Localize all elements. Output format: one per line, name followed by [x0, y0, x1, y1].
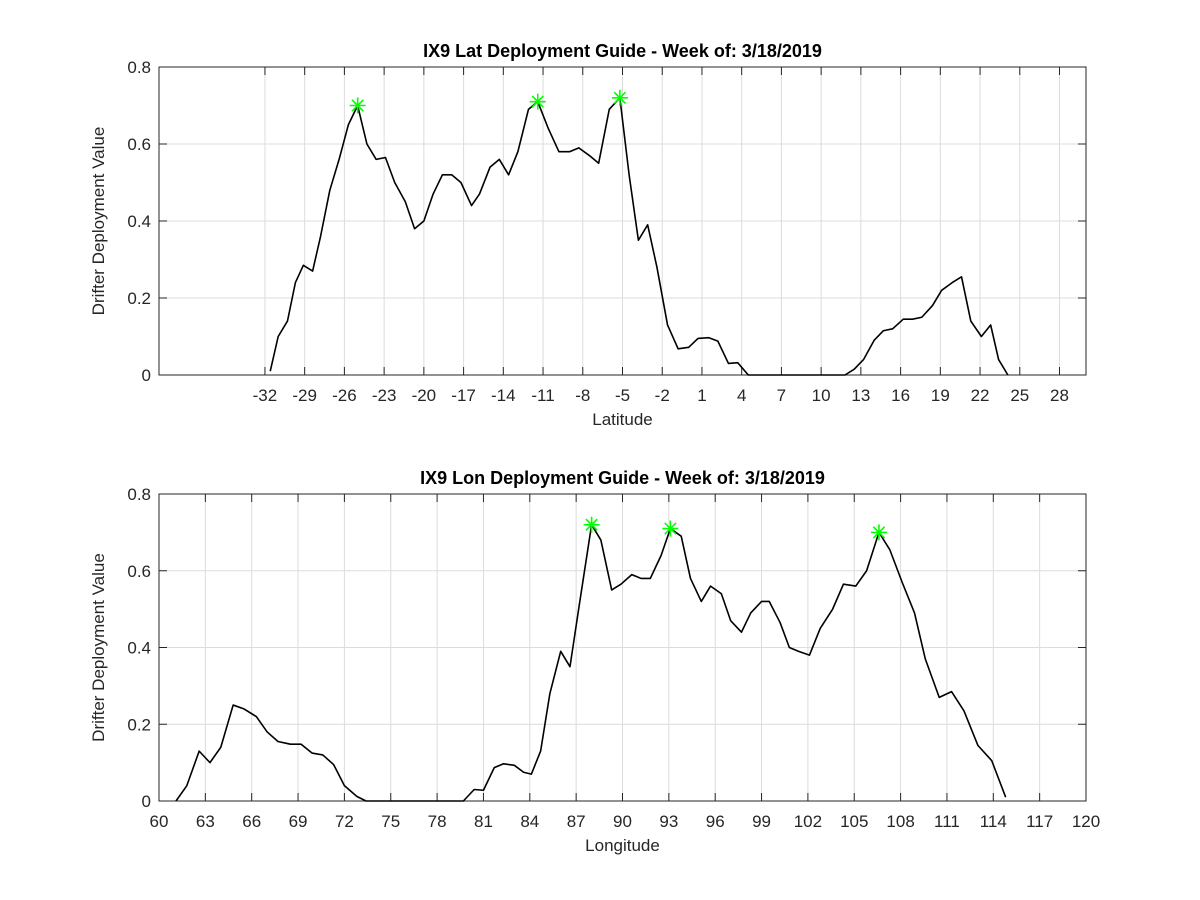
- x-tick-label: 28: [1050, 386, 1069, 405]
- peak-marker: [529, 93, 546, 110]
- x-tick-label: -5: [615, 386, 630, 405]
- axes-box: [158, 66, 1087, 376]
- x-tick-label: -8: [575, 386, 590, 405]
- x-tick-label: 90: [613, 812, 632, 831]
- x-tick-label: -29: [292, 386, 317, 405]
- axes: 60 63 66 69 72 75 78 81 84 87 90 93 96 99 102 105 108 111…: [89, 468, 1100, 855]
- x-tick-label: 10: [812, 386, 831, 405]
- marker-stroke: [664, 522, 677, 535]
- x-tick-label: 99: [752, 812, 771, 831]
- x-tick-label: 111: [934, 812, 960, 831]
- chart-title: IX9 Lon Deployment Guide - Week of: 3/18…: [420, 468, 825, 488]
- x-tick-label: -17: [451, 386, 476, 405]
- y-tick-label: 0.8: [127, 485, 151, 504]
- axes: -32 -29 -26 -23 -20 -17 -14 -11 -8 -5 -2 1 4 7 10 13 16 1…: [89, 41, 1087, 429]
- x-axis-label: Longitude: [585, 836, 660, 855]
- x-tick-label: 1: [697, 386, 706, 405]
- x-tick-label: 105: [840, 812, 868, 831]
- marker-stroke: [613, 91, 627, 105]
- axes-box: [158, 493, 1087, 802]
- peak-marker: [611, 89, 628, 106]
- x-tick-label: -11: [531, 386, 554, 405]
- x-tick-label: 25: [1010, 386, 1029, 405]
- y-tick-label: 0.2: [127, 289, 151, 308]
- x-tick-label: -20: [412, 386, 437, 405]
- y-tick-label: 0.6: [127, 135, 151, 154]
- x-tick-label: 87: [567, 812, 586, 831]
- peak-marker: [583, 516, 600, 533]
- peak-marker: [349, 97, 366, 114]
- x-tick-label: 4: [737, 386, 746, 405]
- marker-stroke: [872, 526, 886, 539]
- marker-stroke: [351, 99, 364, 112]
- peak-marker: [870, 524, 887, 541]
- chart-title: IX9 Lat Deployment Guide - Week of: 3/18…: [423, 41, 822, 61]
- peak-marker: [662, 520, 679, 537]
- x-axis-label: Latitude: [592, 410, 653, 429]
- marker-stroke: [585, 518, 598, 531]
- data-line: [269, 97, 1009, 376]
- x-tick-label: 22: [971, 386, 990, 405]
- x-tick-label: 114: [980, 812, 1007, 831]
- x-tick-label: -14: [491, 386, 516, 405]
- x-tick-label: 16: [891, 386, 910, 405]
- y-axis-label: Drifter Deployment Value: [89, 127, 108, 316]
- x-tick-label: 19: [931, 386, 950, 405]
- x-tick-label: 102: [794, 812, 822, 831]
- x-tick-label: 63: [196, 812, 215, 831]
- x-tick-label: 69: [289, 812, 308, 831]
- x-tick-label: 78: [428, 812, 447, 831]
- y-axis-label: Drifter Deployment Value: [89, 553, 108, 742]
- x-tick-label: 117: [1026, 812, 1053, 831]
- y-tick-label: 0: [142, 366, 151, 385]
- y-tick-label: 0.4: [127, 639, 151, 658]
- x-tick-label: 66: [242, 812, 261, 831]
- x-tick-label: -32: [253, 386, 278, 405]
- x-tick-label: -2: [655, 386, 670, 405]
- x-tick-label: 93: [659, 812, 678, 831]
- y-tick-label: 0: [142, 792, 151, 811]
- x-tick-label: 7: [777, 386, 786, 405]
- x-tick-label: 120: [1072, 812, 1100, 831]
- x-tick-label: 13: [851, 386, 870, 405]
- x-tick-label: 84: [520, 812, 539, 831]
- x-tick-label: 75: [381, 812, 400, 831]
- x-tick-label: 81: [474, 812, 493, 831]
- y-tick-label: 0.2: [127, 715, 151, 734]
- y-tick-label: 0.4: [127, 212, 151, 231]
- x-tick-label: -26: [332, 386, 357, 405]
- x-tick-label: 60: [150, 812, 169, 831]
- x-tick-label: -23: [372, 386, 397, 405]
- y-tick-label: 0.8: [127, 58, 151, 77]
- marker-stroke: [531, 95, 544, 108]
- y-tick-label: 0.6: [127, 562, 151, 581]
- data-line: [175, 523, 1007, 802]
- x-tick-label: 72: [335, 812, 354, 831]
- x-tick-label: 108: [886, 812, 914, 831]
- x-tick-label: 96: [706, 812, 725, 831]
